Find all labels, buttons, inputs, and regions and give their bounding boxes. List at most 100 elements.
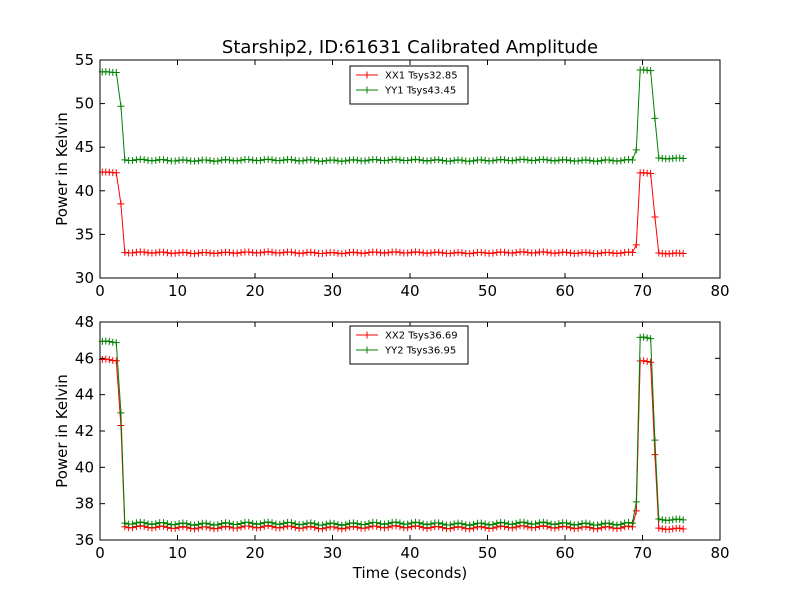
top-series-1-point <box>477 248 485 256</box>
bottom-legend-label: YY2 Tsys36.95 <box>384 346 456 357</box>
top-series-1-point <box>679 249 687 257</box>
top-series-1-point <box>427 249 435 257</box>
bottom-series-2-point <box>669 516 677 524</box>
bottom-series-2-point <box>628 519 636 527</box>
bottom-series-2-point <box>419 520 427 528</box>
bottom-series-2-point <box>532 520 540 528</box>
top-series-1-point <box>183 249 191 257</box>
bottom-series-2-point <box>621 519 629 527</box>
bottom-series-2-point <box>307 519 315 527</box>
top-series-2-point <box>171 157 179 165</box>
bottom-legend-item-1: XX2 Tsys36.69 <box>356 331 458 342</box>
bottom-x-tick-label: 80 <box>710 544 729 562</box>
bottom-subplot: 0 10 20 30 40 50 60 70 80 36 38 40 42 44 46 48 XX2 Tsys… <box>53 313 730 562</box>
top-series-2-point <box>489 157 497 165</box>
top-series-2-point <box>245 155 253 163</box>
bottom-series-1-point <box>669 525 677 533</box>
bottom-series-2-point <box>539 518 547 526</box>
bottom-x-tick-label: 70 <box>633 544 652 562</box>
bottom-series-1-point <box>655 524 663 532</box>
top-series-2 <box>98 66 687 165</box>
top-series-1-point <box>508 249 516 257</box>
top-legend-item-1: XX1 Tsys32.85 <box>356 71 458 82</box>
top-y-axis-label: Power in Kelvin <box>53 112 71 226</box>
top-series-1-point <box>287 248 295 256</box>
top-series-2-point <box>563 156 571 164</box>
bottom-series-2-point <box>322 520 330 528</box>
top-series-2-point <box>555 156 563 164</box>
top-series-2-point <box>512 156 520 164</box>
bottom-series-2-point <box>132 519 140 527</box>
top-series-2-point <box>206 157 214 165</box>
top-legend-box <box>349 65 469 105</box>
bottom-legend-box <box>349 325 469 365</box>
top-series-1-point <box>194 249 202 257</box>
bottom-series-2-point <box>175 520 183 528</box>
top-series-1-point <box>597 249 605 257</box>
top-series-1-point <box>268 248 276 256</box>
top-series-1-point <box>361 249 369 257</box>
top-x-tick-label: 10 <box>168 282 187 300</box>
bottom-series-2-point <box>640 333 648 341</box>
top-y-tick-label: 50 <box>75 95 94 113</box>
top-x-tick-label: 60 <box>555 282 574 300</box>
top-series-1-point <box>214 249 222 257</box>
top-series-2-point <box>605 156 613 164</box>
top-series-2-point <box>233 157 241 165</box>
bottom-series-2-point <box>245 518 253 526</box>
bottom-series-2-point <box>222 519 230 527</box>
top-x-tick-label: 70 <box>633 282 652 300</box>
top-series-2-point <box>493 156 501 164</box>
top-series-2-point <box>214 157 222 165</box>
top-series-2-point <box>191 157 199 165</box>
bottom-series-2-point <box>586 520 594 528</box>
bottom-series-2-point <box>214 521 222 529</box>
bottom-series-2-point <box>136 518 144 526</box>
bottom-series-2-point <box>233 521 241 529</box>
top-series-2-point <box>330 156 338 164</box>
bottom-series-2-point <box>144 520 152 528</box>
bottom-series-2-point <box>566 520 574 528</box>
bottom-series-2-point <box>171 521 179 529</box>
bottom-series-2-point <box>466 521 474 529</box>
top-series-2-point <box>268 156 276 164</box>
bottom-series-2-point <box>179 519 187 527</box>
bottom-series-2-point <box>458 520 466 528</box>
bottom-series-2-point <box>574 521 582 529</box>
bottom-series-2-point <box>183 520 191 528</box>
top-series-2-point <box>287 156 295 164</box>
top-series-2-point <box>427 157 435 165</box>
bottom-series-2-point <box>643 334 651 342</box>
bottom-series-2-point <box>520 518 528 526</box>
bottom-series-2-point <box>105 337 113 345</box>
bottom-legend: XX2 Tsys36.69 YY2 Tsys36.95 <box>349 325 469 365</box>
bottom-series-2-point <box>524 519 532 527</box>
bottom-series-2-point <box>129 520 137 528</box>
top-series-1-point <box>520 248 528 256</box>
bottom-series-layer <box>98 333 687 533</box>
bottom-y-tick-label: 38 <box>75 495 94 513</box>
bottom-series-2-point <box>450 520 458 528</box>
bottom-x-tick-label: 60 <box>555 544 574 562</box>
top-series-2-point <box>237 156 245 164</box>
bottom-series-2-point <box>237 520 245 528</box>
bottom-series-2-point <box>617 520 625 528</box>
bottom-series-2-point <box>647 335 655 343</box>
bottom-series-2-point <box>493 519 501 527</box>
top-series-2-point <box>121 156 129 164</box>
top-series-2-point <box>276 157 284 165</box>
bottom-series-1-point <box>632 507 640 515</box>
top-series-2-point <box>617 157 625 165</box>
bottom-series-1-point <box>643 357 651 365</box>
top-series-2-point <box>466 157 474 165</box>
top-series-2-point <box>117 102 125 110</box>
top-series-2-point <box>311 156 319 164</box>
bottom-series-1-point <box>658 525 666 533</box>
bottom-legend-item-2: YY2 Tsys36.95 <box>356 346 456 357</box>
top-series-2-point <box>679 154 687 162</box>
bottom-x-tick-label: 30 <box>323 544 342 562</box>
top-series-2-point <box>647 67 655 75</box>
bottom-series-2-point <box>384 520 392 528</box>
bottom-series-2-point <box>256 520 264 528</box>
bottom-series-2-point <box>380 520 388 528</box>
